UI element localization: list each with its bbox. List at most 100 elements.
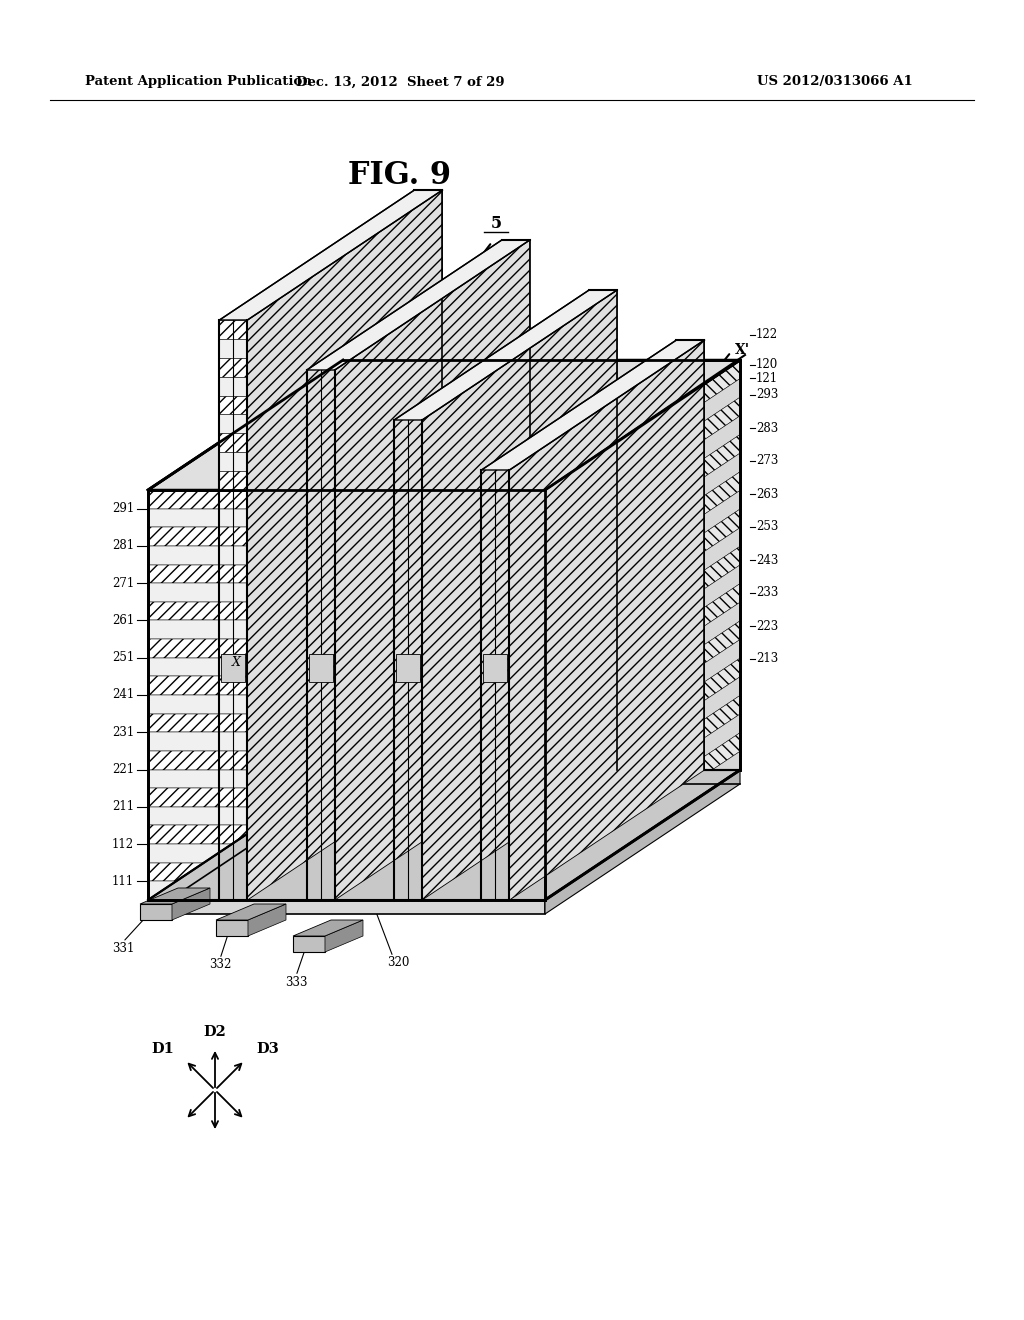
Polygon shape <box>545 546 740 696</box>
Polygon shape <box>307 470 335 490</box>
Polygon shape <box>545 491 740 639</box>
Text: D2: D2 <box>204 1026 226 1039</box>
Text: 122: 122 <box>756 329 778 342</box>
Polygon shape <box>545 751 740 900</box>
Polygon shape <box>293 920 362 936</box>
Polygon shape <box>545 565 740 714</box>
Text: 120: 120 <box>756 359 778 371</box>
Polygon shape <box>148 714 545 733</box>
Polygon shape <box>216 904 286 920</box>
Polygon shape <box>545 733 740 882</box>
Polygon shape <box>545 677 740 825</box>
Polygon shape <box>545 471 740 620</box>
Text: 211: 211 <box>112 800 134 813</box>
Polygon shape <box>219 376 248 396</box>
Text: 263: 263 <box>756 487 778 500</box>
Text: 112: 112 <box>112 838 134 850</box>
Polygon shape <box>148 733 545 751</box>
Text: Patent Application Publication: Patent Application Publication <box>85 75 311 88</box>
Polygon shape <box>394 420 422 444</box>
Polygon shape <box>219 396 248 414</box>
Text: 281: 281 <box>112 540 134 552</box>
Text: Dec. 13, 2012  Sheet 7 of 29: Dec. 13, 2012 Sheet 7 of 29 <box>296 75 504 88</box>
Polygon shape <box>140 904 172 920</box>
Polygon shape <box>481 480 510 490</box>
Polygon shape <box>148 843 545 863</box>
Text: 320: 320 <box>387 956 410 969</box>
Polygon shape <box>394 444 422 467</box>
Polygon shape <box>148 696 545 714</box>
Polygon shape <box>394 467 422 490</box>
Text: 221: 221 <box>112 763 134 776</box>
Text: 213: 213 <box>756 652 778 665</box>
Polygon shape <box>545 602 740 751</box>
Polygon shape <box>481 341 705 470</box>
Text: 231: 231 <box>112 726 134 739</box>
Text: 271: 271 <box>112 577 134 590</box>
Polygon shape <box>219 358 248 376</box>
Polygon shape <box>148 657 545 676</box>
Polygon shape <box>148 825 545 843</box>
Polygon shape <box>545 379 740 527</box>
Text: 291: 291 <box>112 502 134 515</box>
Polygon shape <box>148 807 545 825</box>
Polygon shape <box>510 341 705 900</box>
Polygon shape <box>148 620 545 639</box>
Polygon shape <box>140 888 210 904</box>
Polygon shape <box>545 434 740 583</box>
Polygon shape <box>172 888 210 920</box>
Polygon shape <box>545 397 740 546</box>
Polygon shape <box>248 904 286 936</box>
Polygon shape <box>148 770 545 788</box>
Polygon shape <box>148 565 545 583</box>
Text: 121: 121 <box>756 371 778 384</box>
Polygon shape <box>219 414 248 433</box>
Polygon shape <box>148 360 740 490</box>
Polygon shape <box>293 936 325 952</box>
Polygon shape <box>307 450 335 470</box>
Text: 293: 293 <box>756 388 778 401</box>
Text: D1: D1 <box>152 1041 174 1056</box>
Polygon shape <box>545 360 740 508</box>
Polygon shape <box>148 639 545 657</box>
Text: 333: 333 <box>285 975 307 989</box>
Polygon shape <box>307 240 529 370</box>
Polygon shape <box>545 620 740 770</box>
Polygon shape <box>148 527 545 546</box>
Polygon shape <box>148 676 545 696</box>
Polygon shape <box>219 190 442 319</box>
Polygon shape <box>307 389 335 411</box>
Polygon shape <box>545 583 740 733</box>
Polygon shape <box>483 653 508 682</box>
Text: 331: 331 <box>112 941 134 954</box>
Polygon shape <box>148 882 545 900</box>
Polygon shape <box>148 770 740 900</box>
Polygon shape <box>481 470 510 480</box>
Polygon shape <box>148 751 545 770</box>
Text: 233: 233 <box>756 586 778 599</box>
Polygon shape <box>148 546 545 565</box>
Polygon shape <box>325 920 362 952</box>
Text: 243: 243 <box>756 553 778 566</box>
Polygon shape <box>307 430 335 450</box>
Polygon shape <box>219 453 248 471</box>
Polygon shape <box>545 453 740 602</box>
Text: X: X <box>231 656 241 669</box>
Polygon shape <box>307 411 335 430</box>
Polygon shape <box>545 696 740 843</box>
Polygon shape <box>309 653 333 682</box>
Text: FIG. 9: FIG. 9 <box>348 161 452 191</box>
Text: 283: 283 <box>756 421 778 434</box>
Text: 5: 5 <box>490 215 502 232</box>
Polygon shape <box>148 602 545 620</box>
Text: 253: 253 <box>756 520 778 533</box>
Polygon shape <box>219 471 248 490</box>
Text: 241: 241 <box>112 689 134 701</box>
Text: 251: 251 <box>112 651 134 664</box>
Text: 111: 111 <box>112 875 134 888</box>
Polygon shape <box>545 770 740 913</box>
Polygon shape <box>148 583 545 602</box>
Polygon shape <box>422 290 617 900</box>
Polygon shape <box>148 490 545 508</box>
Polygon shape <box>545 510 740 657</box>
